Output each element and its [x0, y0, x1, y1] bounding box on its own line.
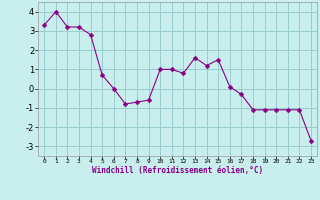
X-axis label: Windchill (Refroidissement éolien,°C): Windchill (Refroidissement éolien,°C) — [92, 166, 263, 175]
